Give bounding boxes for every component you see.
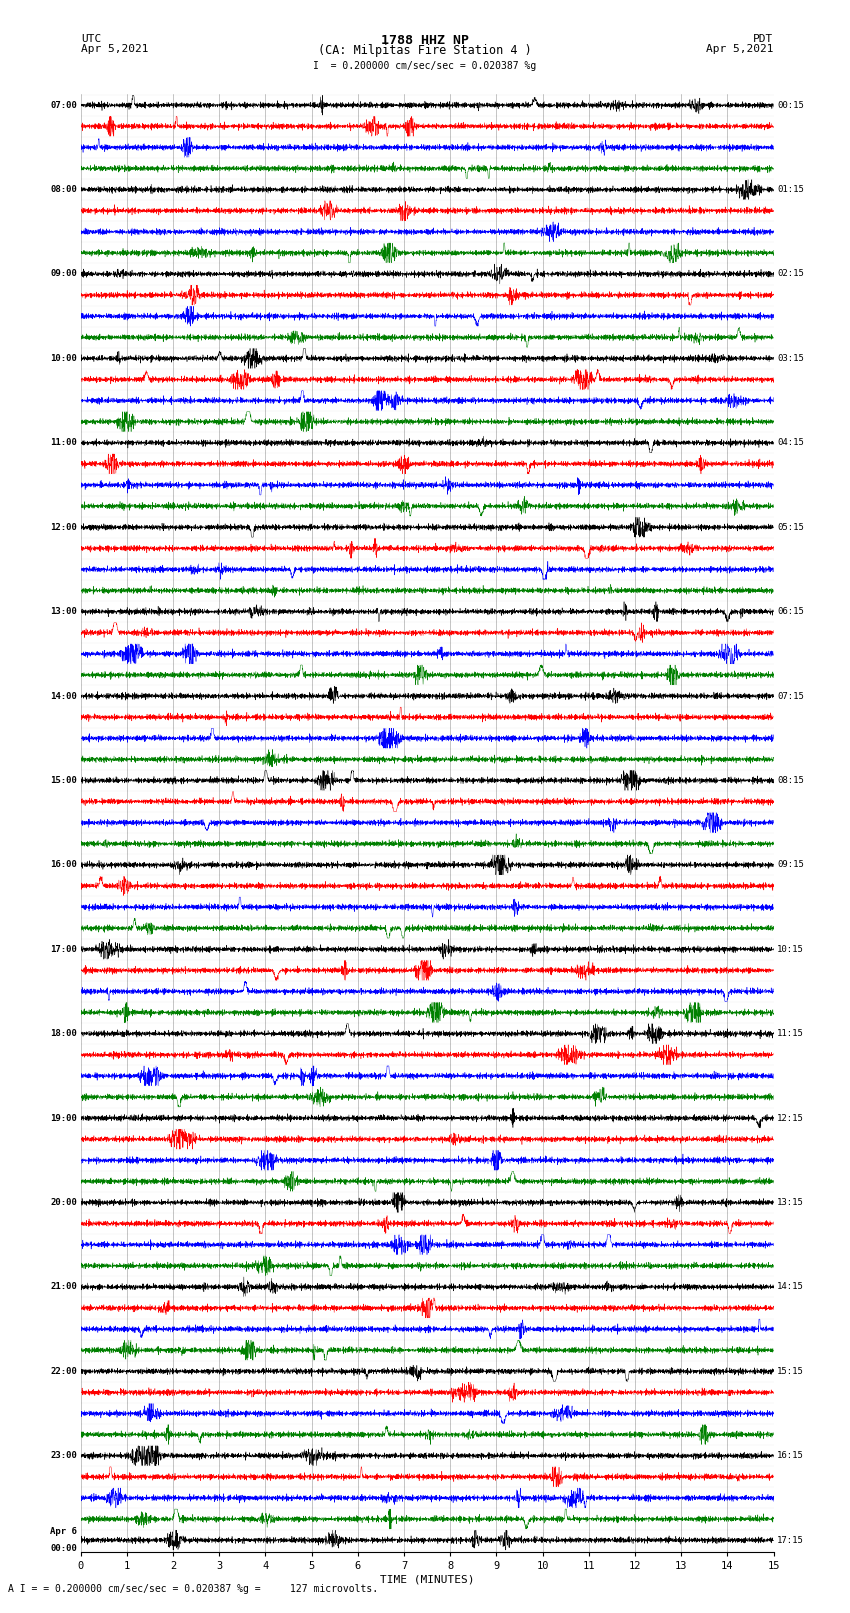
Text: I  = 0.200000 cm/sec/sec = 0.020387 %g: I = 0.200000 cm/sec/sec = 0.020387 %g <box>314 61 536 71</box>
Text: 09:15: 09:15 <box>777 860 804 869</box>
Text: 22:00: 22:00 <box>50 1366 77 1376</box>
Text: 04:15: 04:15 <box>777 439 804 447</box>
Text: (CA: Milpitas Fire Station 4 ): (CA: Milpitas Fire Station 4 ) <box>318 44 532 56</box>
Text: 10:15: 10:15 <box>777 945 804 953</box>
Text: 17:15: 17:15 <box>777 1536 804 1545</box>
Text: 17:00: 17:00 <box>50 945 77 953</box>
Text: 16:00: 16:00 <box>50 860 77 869</box>
Text: 15:00: 15:00 <box>50 776 77 786</box>
Text: Apr 5,2021: Apr 5,2021 <box>81 44 148 53</box>
Text: 07:00: 07:00 <box>50 100 77 110</box>
Text: 05:15: 05:15 <box>777 523 804 532</box>
Text: 12:15: 12:15 <box>777 1113 804 1123</box>
Text: 13:00: 13:00 <box>50 606 77 616</box>
Text: 09:00: 09:00 <box>50 269 77 279</box>
Text: 08:15: 08:15 <box>777 776 804 786</box>
Text: 21:00: 21:00 <box>50 1282 77 1292</box>
Text: 19:00: 19:00 <box>50 1113 77 1123</box>
Text: 00:00: 00:00 <box>50 1545 77 1553</box>
Text: 08:00: 08:00 <box>50 185 77 194</box>
Text: 12:00: 12:00 <box>50 523 77 532</box>
Text: 06:15: 06:15 <box>777 606 804 616</box>
Text: 01:15: 01:15 <box>777 185 804 194</box>
Text: 20:00: 20:00 <box>50 1198 77 1207</box>
Text: 02:15: 02:15 <box>777 269 804 279</box>
Text: A I = = 0.200000 cm/sec/sec = 0.020387 %g =     127 microvolts.: A I = = 0.200000 cm/sec/sec = 0.020387 %… <box>8 1584 378 1594</box>
Text: PDT: PDT <box>753 34 774 44</box>
Text: 1788 HHZ NP: 1788 HHZ NP <box>381 34 469 47</box>
Text: 07:15: 07:15 <box>777 692 804 700</box>
Text: 15:15: 15:15 <box>777 1366 804 1376</box>
Text: 11:00: 11:00 <box>50 439 77 447</box>
Text: Apr 6: Apr 6 <box>50 1528 77 1536</box>
Text: UTC: UTC <box>81 34 101 44</box>
Text: 00:15: 00:15 <box>777 100 804 110</box>
Text: 16:15: 16:15 <box>777 1452 804 1460</box>
Text: Apr 5,2021: Apr 5,2021 <box>706 44 774 53</box>
Text: 23:00: 23:00 <box>50 1452 77 1460</box>
Text: 11:15: 11:15 <box>777 1029 804 1039</box>
Text: 10:00: 10:00 <box>50 353 77 363</box>
X-axis label: TIME (MINUTES): TIME (MINUTES) <box>380 1574 474 1586</box>
Text: 03:15: 03:15 <box>777 353 804 363</box>
Text: 14:15: 14:15 <box>777 1282 804 1292</box>
Text: 18:00: 18:00 <box>50 1029 77 1039</box>
Text: 13:15: 13:15 <box>777 1198 804 1207</box>
Text: 14:00: 14:00 <box>50 692 77 700</box>
